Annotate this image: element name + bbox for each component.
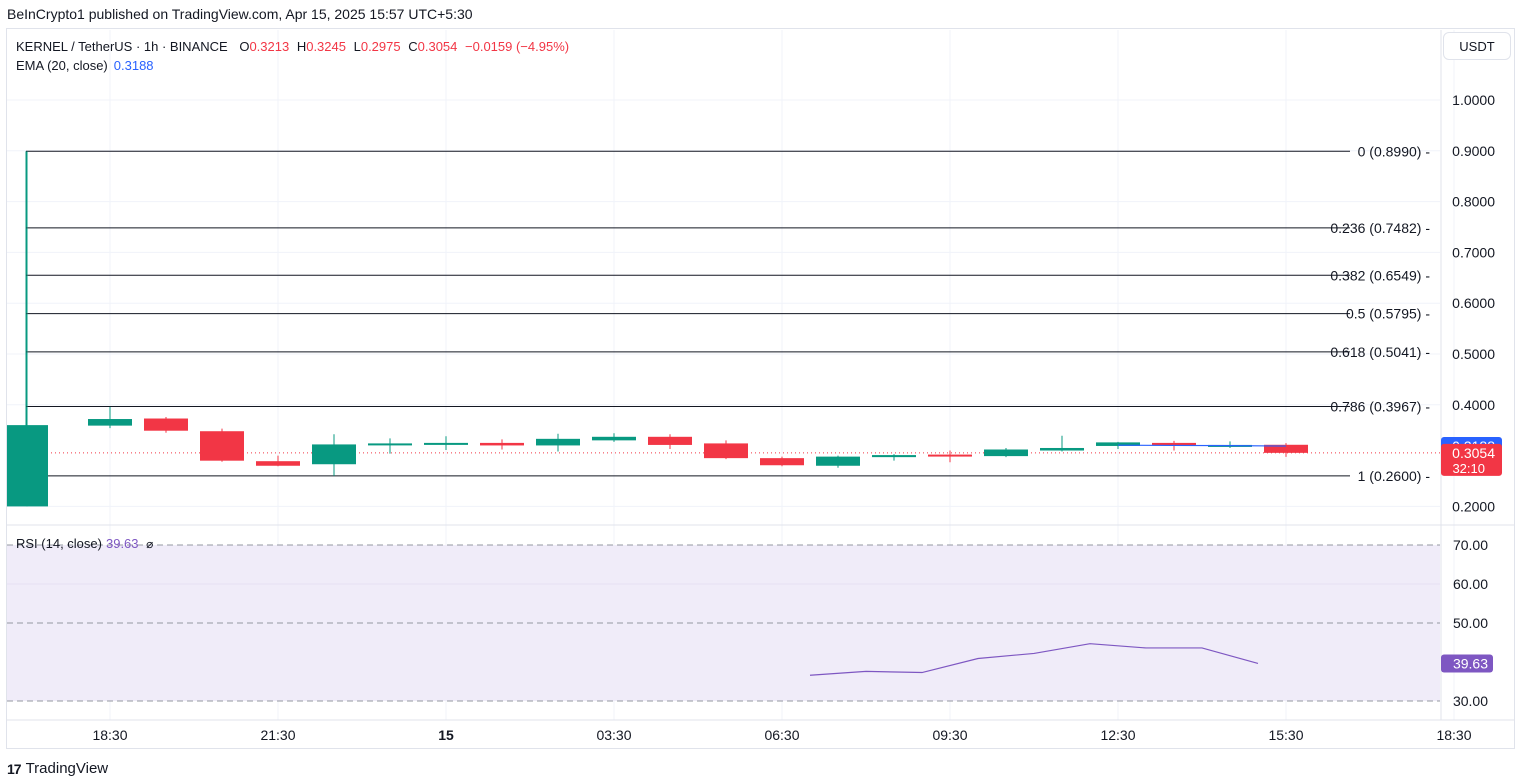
- high-label: H: [296, 39, 307, 54]
- candle-up: [7, 425, 48, 507]
- price-tag-label: 0.3054: [1452, 445, 1495, 461]
- hide-eye-icon[interactable]: ⌀: [146, 537, 154, 551]
- rsi-value: 39.63: [105, 536, 139, 551]
- fib-level-label: 0.786 (0.3967) -: [1330, 398, 1430, 414]
- price-tag: [1441, 443, 1502, 476]
- x-tick-label: 15: [438, 727, 454, 743]
- y-tick-label: 0.9000: [1452, 143, 1495, 159]
- publisher-line: BeInCrypto1 published on TradingView.com…: [7, 6, 473, 22]
- low-value: 0.2975: [360, 39, 401, 54]
- fib-level-label: 0 (0.8990) -: [1358, 143, 1431, 159]
- rsi-tick-label: 30.00: [1453, 693, 1488, 709]
- y-tick-label: 0.5000: [1452, 346, 1495, 362]
- candle-up: [592, 436, 636, 441]
- candle-up: [1040, 447, 1084, 451]
- x-tick-label: 06:30: [764, 727, 799, 743]
- candlestick-series: [7, 151, 1308, 507]
- close-value: 0.3054: [417, 39, 458, 54]
- footer-brand[interactable]: TradingView: [25, 760, 109, 777]
- fib-level-label: 0.236 (0.7482) -: [1330, 220, 1430, 236]
- candle-down: [1264, 444, 1308, 453]
- candle-down: [760, 458, 804, 466]
- rsi-series: [809, 643, 1259, 676]
- y-tick-label: 0.2000: [1452, 498, 1495, 514]
- ema-line: [1117, 444, 1287, 447]
- candle-down: [480, 442, 524, 446]
- rsi-label: RSI (14, close): [16, 536, 102, 551]
- candle-up: [312, 444, 356, 465]
- grid-lines: [7, 30, 1515, 721]
- change-value: −0.0159 (−4.95%): [465, 39, 570, 54]
- rsi-line: [809, 643, 1259, 676]
- ema-label: EMA (20, close): [16, 58, 108, 73]
- y-tick-label: 0.6000: [1452, 295, 1495, 311]
- rsi-value-tag: [1441, 654, 1493, 673]
- low-label: L: [353, 39, 361, 54]
- fib-level-label: 1 (0.2600) -: [1358, 468, 1431, 484]
- high-value: 0.3245: [306, 39, 346, 54]
- fib-level-label: 0.5 (0.5795) -: [1346, 306, 1430, 322]
- open-value: 0.3213: [249, 39, 290, 54]
- axes: 18:30 21:30 15 03:30 06:30 09:30 12:30 15:30 18:…: [92, 92, 1495, 743]
- footer: 17 TradingView: [7, 760, 108, 777]
- candle-down: [144, 418, 188, 431]
- x-tick-label: 12:30: [1100, 727, 1135, 743]
- x-tick-label: 09:30: [932, 727, 967, 743]
- rsi-tick-label: 60.00: [1453, 576, 1488, 592]
- candle-up: [872, 455, 916, 458]
- candle-down: [648, 436, 692, 445]
- close-label: C: [408, 39, 418, 54]
- chart-frame: [6, 28, 1515, 749]
- open-label: O: [239, 39, 250, 54]
- rsi-tick-label: 70.00: [1453, 537, 1488, 553]
- x-tick-label: 03:30: [596, 727, 631, 743]
- y-tick-label: 0.8000: [1452, 194, 1495, 210]
- candle-up: [536, 438, 580, 446]
- currency-button[interactable]: USDT: [1443, 32, 1511, 60]
- y-tick-label: 0.4000: [1452, 397, 1495, 413]
- candle-up: [368, 443, 412, 446]
- candle-down: [256, 461, 300, 466]
- countdown-label: 32:10: [1452, 461, 1485, 476]
- rsi-band: [7, 544, 1440, 702]
- y-tick-label: 0.7000: [1452, 244, 1495, 260]
- candle-up: [816, 456, 860, 466]
- candle-down: [1152, 442, 1196, 446]
- fib-level-label: 0.618 (0.5041) -: [1330, 344, 1430, 360]
- candle-up: [1096, 442, 1140, 446]
- candle-up: [88, 419, 132, 426]
- x-tick-label: 15:30: [1268, 727, 1303, 743]
- candle-up: [424, 442, 468, 445]
- rsi-tick-label: 50.00: [1453, 615, 1488, 631]
- candle-down: [704, 443, 748, 459]
- candle-down: [200, 431, 244, 461]
- x-tick-label: 18:30: [92, 727, 127, 743]
- tradingview-logo-icon[interactable]: 17: [7, 760, 22, 777]
- symbol-label[interactable]: KERNEL / TetherUS · 1h · BINANCE: [16, 39, 228, 54]
- ema-row[interactable]: EMA (20, close) 0.3188: [16, 56, 569, 75]
- rsi-legend[interactable]: RSI (14, close) 39.63 ⌀: [16, 536, 153, 551]
- fib-level-label: 0.382 (0.6549) -: [1330, 267, 1430, 283]
- ohlc-row: KERNEL / TetherUS · 1h · BINANCE O0.3213…: [16, 37, 569, 56]
- y-tick-label: 1.0000: [1452, 92, 1495, 108]
- ema-value: 0.3188: [113, 58, 154, 73]
- candle-up: [984, 449, 1028, 457]
- rsi-value-tag-label: 39.63: [1453, 655, 1488, 671]
- chart-legend: KERNEL / TetherUS · 1h · BINANCE O0.3213…: [16, 37, 569, 75]
- x-tick-label: 18:30: [1436, 727, 1471, 743]
- candle-down: [928, 454, 972, 457]
- ema-series: [1117, 444, 1287, 447]
- x-tick-label: 21:30: [260, 727, 295, 743]
